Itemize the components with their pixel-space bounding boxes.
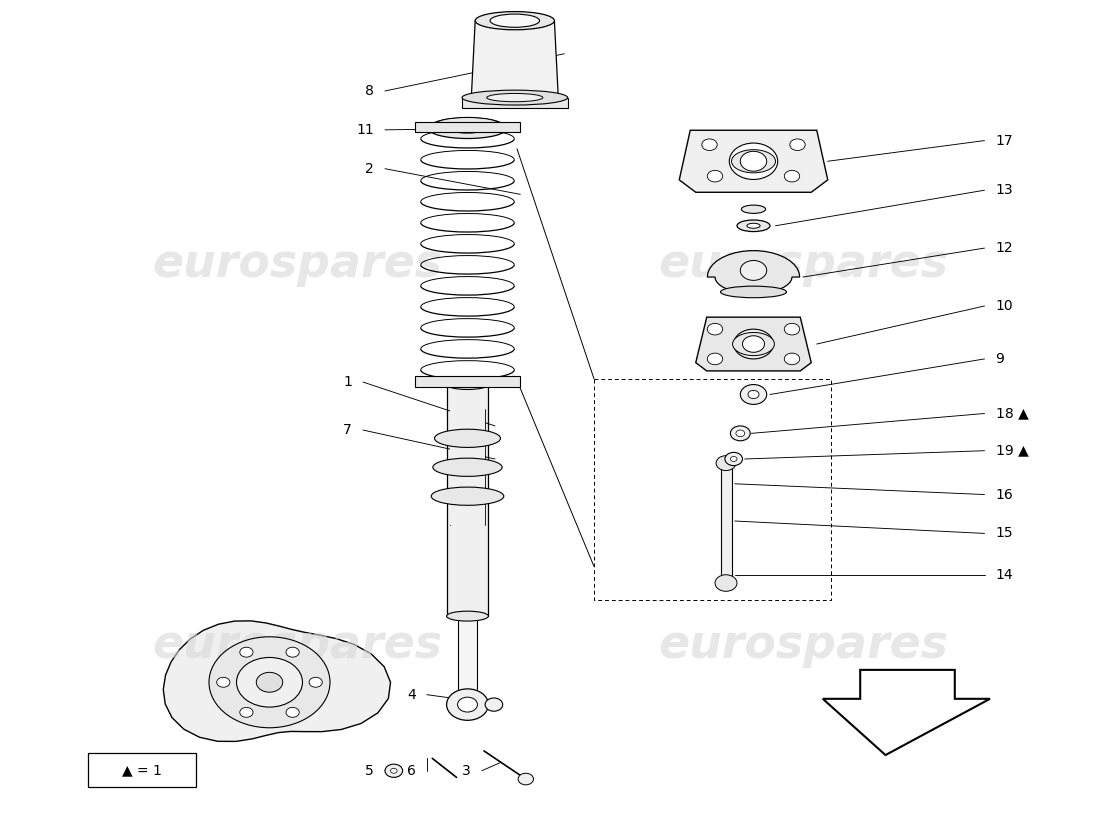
Polygon shape: [462, 98, 568, 108]
Circle shape: [209, 637, 330, 728]
Circle shape: [784, 353, 800, 365]
Text: 18 ▲: 18 ▲: [996, 407, 1028, 420]
Ellipse shape: [741, 205, 766, 213]
Circle shape: [734, 329, 773, 359]
Circle shape: [729, 143, 778, 179]
Circle shape: [286, 707, 299, 717]
Circle shape: [236, 657, 302, 707]
Text: 10: 10: [996, 299, 1013, 313]
Ellipse shape: [491, 14, 540, 27]
Text: 6: 6: [407, 764, 416, 777]
Ellipse shape: [486, 93, 543, 102]
Ellipse shape: [434, 429, 500, 447]
Ellipse shape: [733, 332, 774, 356]
Text: 11: 11: [356, 123, 374, 136]
Text: eurospares: eurospares: [152, 623, 442, 667]
Circle shape: [702, 139, 717, 151]
Circle shape: [736, 430, 745, 437]
Text: eurospares: eurospares: [658, 623, 948, 667]
Text: 7: 7: [343, 423, 352, 437]
Ellipse shape: [447, 611, 488, 621]
Circle shape: [240, 648, 253, 657]
Polygon shape: [416, 122, 519, 132]
Circle shape: [385, 764, 403, 777]
Ellipse shape: [462, 90, 568, 105]
Circle shape: [784, 170, 800, 182]
Text: 15: 15: [996, 527, 1013, 540]
Ellipse shape: [720, 286, 786, 298]
Polygon shape: [471, 21, 559, 108]
Circle shape: [707, 353, 723, 365]
Text: 17: 17: [996, 134, 1013, 147]
Bar: [450, 409, 485, 525]
Circle shape: [447, 689, 488, 720]
Text: eurospares: eurospares: [152, 242, 442, 287]
Text: 16: 16: [996, 488, 1013, 501]
Polygon shape: [707, 251, 800, 294]
Circle shape: [740, 385, 767, 404]
Text: 12: 12: [996, 241, 1013, 255]
Circle shape: [707, 170, 723, 182]
Text: 1: 1: [343, 375, 352, 389]
Circle shape: [256, 672, 283, 692]
Ellipse shape: [475, 12, 554, 30]
Text: 2: 2: [365, 162, 374, 175]
Ellipse shape: [448, 123, 487, 133]
Bar: [720, 463, 732, 581]
Circle shape: [748, 390, 759, 399]
Circle shape: [730, 457, 737, 461]
Circle shape: [518, 773, 534, 785]
Text: 13: 13: [996, 184, 1013, 197]
Circle shape: [485, 698, 503, 711]
Ellipse shape: [431, 487, 504, 505]
Circle shape: [730, 426, 750, 441]
Polygon shape: [447, 385, 488, 616]
Bar: [88, 753, 196, 787]
Ellipse shape: [434, 117, 500, 132]
Ellipse shape: [747, 223, 760, 228]
Text: 8: 8: [365, 84, 374, 98]
Circle shape: [286, 648, 299, 657]
Ellipse shape: [433, 458, 502, 476]
Circle shape: [390, 768, 397, 773]
Circle shape: [790, 139, 805, 151]
Circle shape: [716, 456, 736, 471]
Circle shape: [725, 452, 742, 466]
Polygon shape: [416, 376, 519, 387]
Text: ▲ = 1: ▲ = 1: [122, 763, 162, 777]
Ellipse shape: [737, 220, 770, 232]
Circle shape: [742, 336, 764, 352]
Polygon shape: [680, 130, 828, 192]
Text: 3: 3: [462, 764, 471, 777]
Circle shape: [740, 151, 767, 171]
Text: 5: 5: [365, 764, 374, 777]
Polygon shape: [163, 621, 390, 742]
Text: eurospares: eurospares: [658, 242, 948, 287]
Circle shape: [707, 323, 723, 335]
Circle shape: [784, 323, 800, 335]
Ellipse shape: [447, 380, 488, 390]
Circle shape: [217, 677, 230, 687]
Circle shape: [240, 707, 253, 717]
Ellipse shape: [428, 117, 507, 139]
Text: 9: 9: [996, 352, 1004, 366]
Circle shape: [458, 697, 477, 712]
Text: 14: 14: [996, 568, 1013, 581]
Circle shape: [715, 575, 737, 591]
Text: 4: 4: [407, 688, 416, 701]
Polygon shape: [458, 616, 477, 705]
Polygon shape: [696, 318, 812, 370]
Polygon shape: [823, 670, 990, 755]
Circle shape: [309, 677, 322, 687]
Circle shape: [740, 261, 767, 280]
Text: 19 ▲: 19 ▲: [996, 444, 1028, 457]
Ellipse shape: [732, 150, 775, 173]
